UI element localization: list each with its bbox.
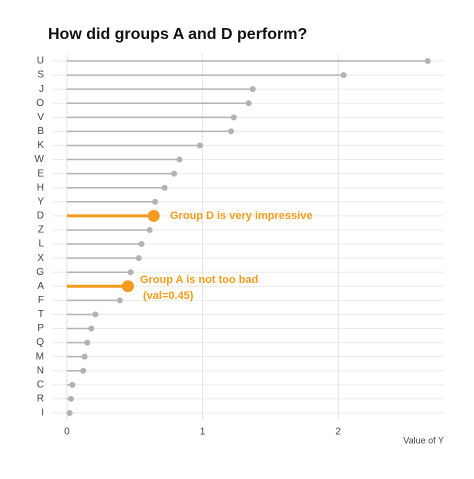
- x-tick-label: 2: [335, 427, 341, 438]
- annotation: Group A is not too bad: [140, 274, 258, 286]
- dot: [196, 142, 203, 149]
- y-tick-label: D: [37, 211, 44, 222]
- dot: [69, 381, 76, 388]
- y-tick-label: N: [37, 365, 44, 376]
- chart-title: How did groups A and D perform?: [48, 26, 307, 43]
- dot: [67, 395, 74, 402]
- dot: [81, 353, 88, 360]
- dot: [249, 86, 256, 93]
- dot: [146, 226, 153, 233]
- y-tick-label: R: [37, 394, 44, 405]
- y-tick-label: H: [37, 182, 44, 193]
- x-tick-label: 1: [200, 427, 206, 438]
- annotation: Group D is very impressive: [170, 210, 312, 222]
- annotation: (val=0.45): [143, 290, 194, 302]
- y-tick-label: V: [37, 112, 44, 123]
- dot: [176, 156, 183, 163]
- y-tick-label: G: [36, 267, 44, 278]
- y-tick-label: W: [35, 154, 45, 165]
- y-tick-label: L: [38, 239, 44, 250]
- dot: [80, 367, 87, 374]
- dot: [171, 170, 178, 177]
- y-tick-label: O: [36, 98, 44, 109]
- x-axis-label: Value of Y: [403, 435, 444, 445]
- dot: [152, 198, 159, 205]
- dot: [84, 339, 91, 346]
- dot: [116, 297, 123, 304]
- y-tick-label: C: [37, 379, 44, 390]
- y-tick-label: T: [38, 309, 44, 320]
- dot: [88, 325, 95, 332]
- dot: [138, 241, 145, 248]
- y-tick-label: A: [37, 281, 44, 292]
- y-tick-label: Y: [37, 196, 44, 207]
- dot: [121, 280, 134, 293]
- dot: [135, 255, 142, 262]
- dot: [424, 58, 431, 64]
- dot: [340, 72, 347, 79]
- dot: [161, 184, 168, 191]
- y-tick-label: P: [37, 323, 44, 334]
- dot: [245, 100, 252, 107]
- y-tick-label: U: [37, 56, 44, 67]
- dot: [127, 269, 134, 276]
- y-tick-label: I: [41, 408, 44, 419]
- dot: [92, 311, 99, 318]
- dot: [147, 209, 160, 222]
- y-tick-label: M: [36, 351, 44, 362]
- dot: [228, 128, 235, 135]
- y-tick-label: S: [37, 70, 44, 81]
- y-tick-label: K: [37, 140, 44, 151]
- y-tick-label: X: [37, 253, 44, 264]
- y-tick-label: Z: [38, 225, 44, 236]
- y-tick-label: J: [39, 84, 44, 95]
- y-tick-label: B: [37, 126, 44, 137]
- y-tick-label: F: [38, 295, 44, 306]
- y-tick-label: Q: [36, 337, 44, 348]
- x-tick-label: 0: [64, 427, 70, 438]
- y-tick-label: E: [37, 168, 44, 179]
- dot: [66, 410, 73, 416]
- dot: [230, 114, 237, 121]
